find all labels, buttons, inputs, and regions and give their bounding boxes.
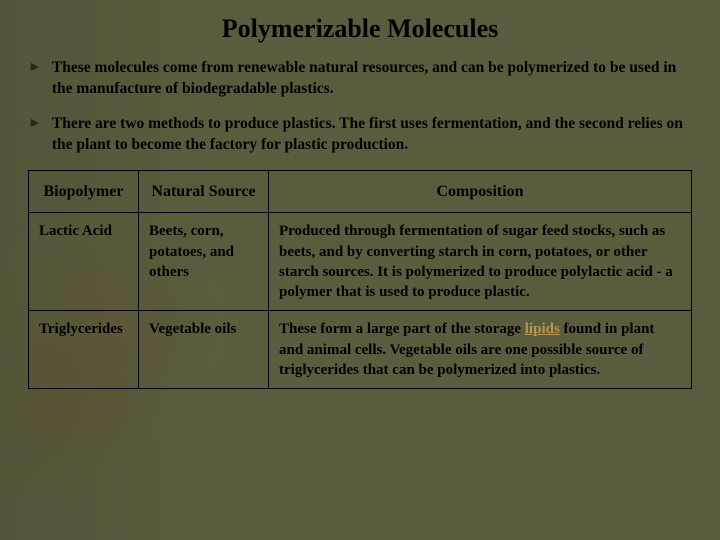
cell-biopolymer: Triglycerides bbox=[29, 311, 139, 389]
table-row: Lactic Acid Beets, corn, potatoes, and o… bbox=[29, 213, 692, 311]
bullet-marker-icon: ► bbox=[28, 114, 42, 134]
bullet-text: These molecules come from renewable natu… bbox=[52, 58, 692, 100]
table-header-row: Biopolymer Natural Source Composition bbox=[29, 170, 692, 213]
bullet-text: There are two methods to produce plastic… bbox=[52, 114, 692, 156]
bullet-item: ► There are two methods to produce plast… bbox=[28, 114, 692, 156]
cell-source: Beets, corn, potatoes, and others bbox=[139, 213, 269, 311]
composition-text-pre: These form a large part of the storage bbox=[279, 321, 525, 337]
bullet-item: ► These molecules come from renewable na… bbox=[28, 58, 692, 100]
th-source: Natural Source bbox=[139, 170, 269, 213]
cell-composition: These form a large part of the storage l… bbox=[269, 311, 692, 389]
cell-source: Vegetable oils bbox=[139, 311, 269, 389]
bullet-marker-icon: ► bbox=[28, 58, 42, 78]
table-row: Triglycerides Vegetable oils These form … bbox=[29, 311, 692, 389]
biopolymer-table: Biopolymer Natural Source Composition La… bbox=[28, 170, 692, 389]
page-title: Polymerizable Molecules bbox=[28, 14, 692, 44]
th-biopolymer: Biopolymer bbox=[29, 170, 139, 213]
bullet-list: ► These molecules come from renewable na… bbox=[28, 58, 692, 156]
lipids-link[interactable]: lipids bbox=[525, 321, 560, 337]
cell-composition: Produced through fermentation of sugar f… bbox=[269, 213, 692, 311]
cell-biopolymer: Lactic Acid bbox=[29, 213, 139, 311]
th-composition: Composition bbox=[269, 170, 692, 213]
